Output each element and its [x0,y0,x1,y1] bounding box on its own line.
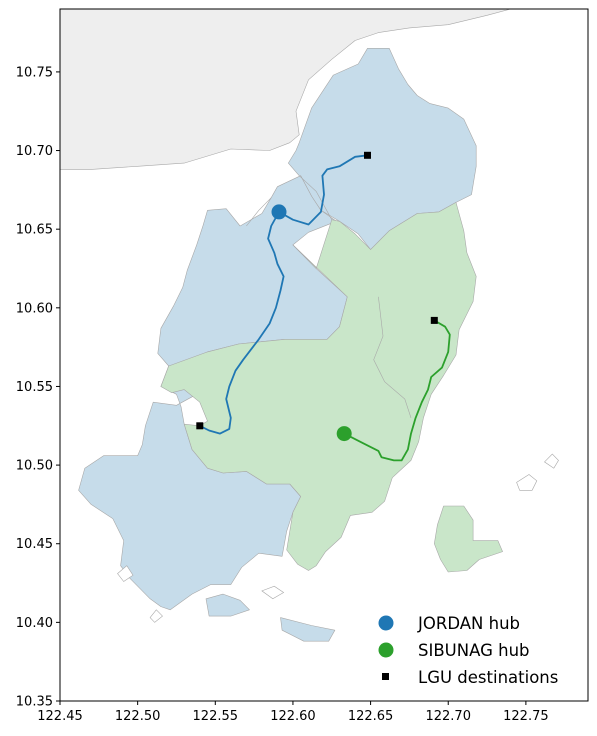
legend-marker-lgu-destinations [382,673,389,680]
legend-label-jordan-hub: JORDAN hub [417,614,520,633]
y-tick-label: 10.70 [16,144,53,159]
region-sibunag [160,202,477,571]
legend: JORDAN hub SIBUNAG hub LGU destinations [378,614,558,687]
x-tick-label: 122.50 [115,709,161,724]
y-axis: 10.35 10.40 10.45 10.50 10.55 10.60 10.65 10.70… [16,65,60,710]
x-tick-label: 122.45 [37,709,83,724]
boundary-line-2 [373,296,412,418]
route-layer [198,154,451,462]
y-tick-label: 10.55 [16,380,53,395]
lgu-destination-1 [430,316,438,324]
route-sibunag-2 [343,319,451,462]
lgu-destination-0 [364,151,371,159]
islet-outline-4 [261,585,285,600]
y-tick-label: 10.60 [16,301,53,316]
lgu-destination-2 [196,422,204,430]
sibunag-hub [336,426,352,442]
legend-label-lgu-destinations: LGU destinations [418,668,558,687]
y-tick-label: 10.45 [16,537,53,552]
x-tick-label: 122.65 [348,709,394,724]
route-jordan-1 [198,210,285,435]
legend-marker-jordan-hub [378,615,394,631]
legend-marker-sibunag-hub [378,642,394,658]
jordan-hub [271,204,287,220]
route-jordan-0 [278,154,369,226]
region-small-island [280,617,336,642]
x-tick-label: 122.55 [193,709,239,724]
boundary-line-0 [298,175,333,220]
islet-outline-3 [149,609,163,623]
region-background [60,9,511,170]
islet-outline-0 [516,474,538,491]
x-tick-label: 122.60 [270,709,316,724]
legend-label-sibunag-hub: SIBUNAG hub [418,641,530,660]
y-tick-label: 10.50 [16,459,53,474]
y-tick-label: 10.75 [16,65,53,80]
y-tick-label: 10.65 [16,223,53,238]
islet-outline-1 [544,453,559,469]
map-axes-frame [59,8,589,702]
region-small-island [205,593,250,617]
x-tick-label: 122.75 [503,709,549,724]
marker-layer [196,151,438,442]
land-layer [60,9,559,642]
y-tick-label: 10.35 [16,695,53,710]
boundary-line-1 [246,197,272,227]
x-axis: 122.45 122.50 122.55 122.60 122.65 122.70 122.… [37,701,549,724]
x-tick-label: 122.70 [425,709,471,724]
region-sibunag-islet [433,505,503,573]
y-tick-label: 10.40 [16,616,53,631]
islet-outline-2 [117,565,134,582]
